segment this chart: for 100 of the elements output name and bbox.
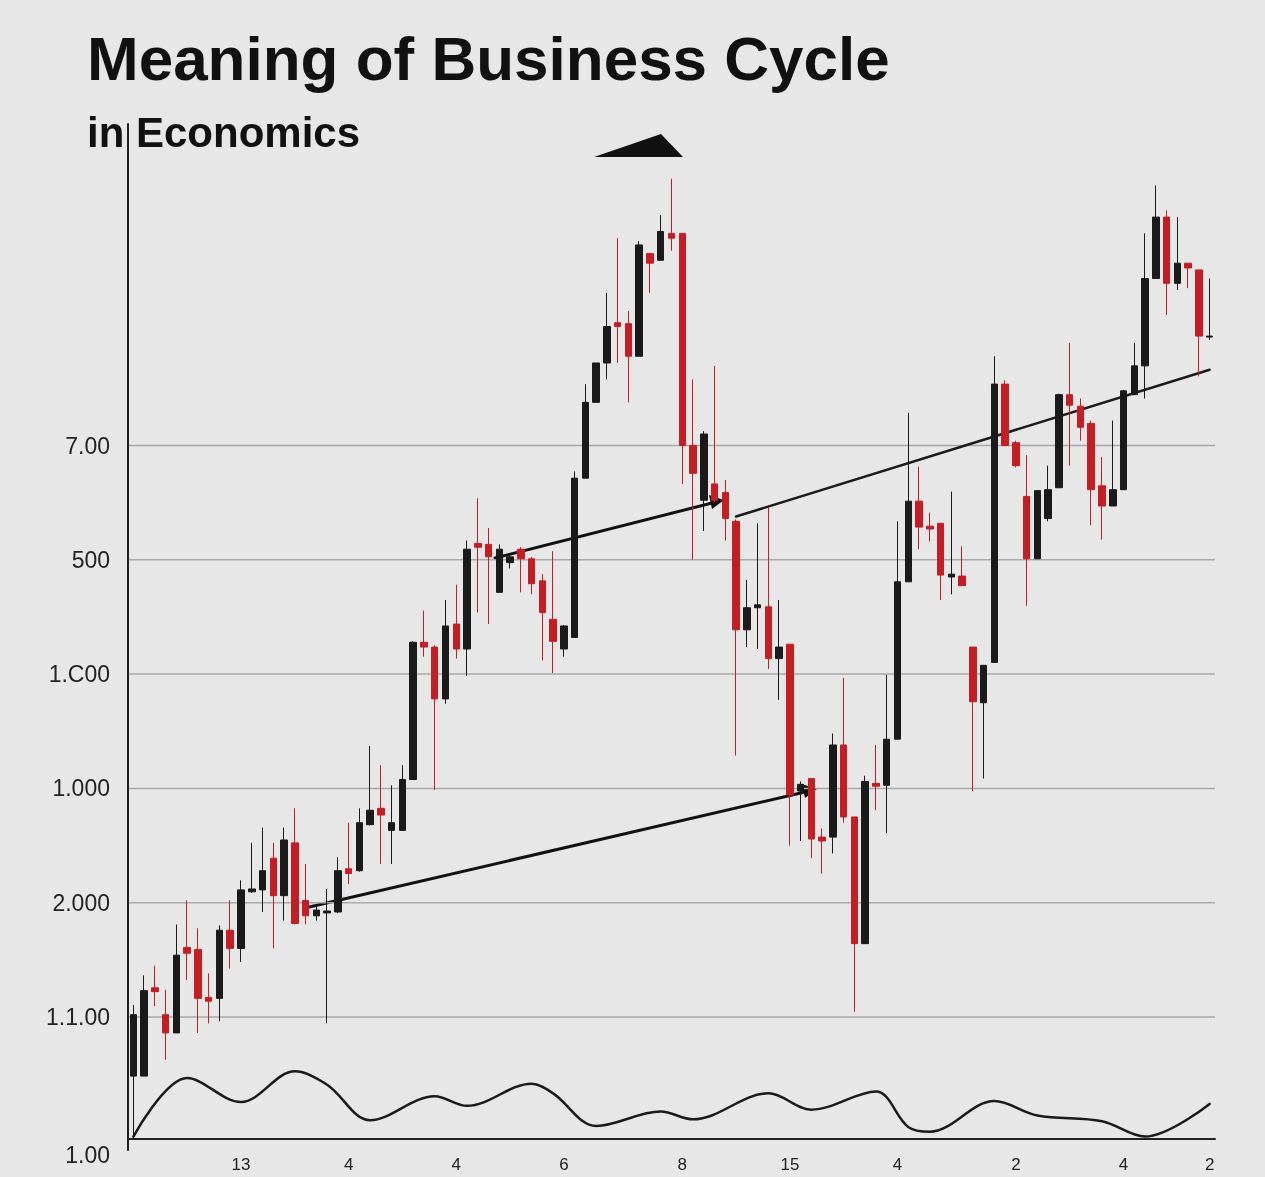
candlestick xyxy=(958,545,966,587)
candlestick xyxy=(635,240,643,357)
candlestick xyxy=(1012,440,1020,469)
candlestick xyxy=(754,522,761,650)
candlestick xyxy=(1044,465,1052,522)
candlestick xyxy=(302,863,309,925)
candlestick xyxy=(775,599,783,701)
candlestick xyxy=(1001,379,1009,447)
candlestick xyxy=(1195,269,1203,377)
candlestick xyxy=(851,816,858,1013)
candlestick xyxy=(668,178,675,252)
candlestick xyxy=(808,778,815,859)
candlestick xyxy=(270,842,277,949)
candlestick xyxy=(818,827,826,875)
text: 2.000 xyxy=(52,889,110,916)
candlestick xyxy=(915,466,923,550)
chart-title: Meaning of Business Cycle xyxy=(87,23,890,93)
candlestick xyxy=(485,527,492,625)
candlestick xyxy=(861,775,869,945)
candlestick xyxy=(453,584,460,660)
x-tick-label: 2 xyxy=(1011,1155,1021,1174)
candlestick xyxy=(549,550,557,674)
candlestick xyxy=(646,253,654,294)
candlestick xyxy=(291,807,299,925)
candlestick xyxy=(883,674,890,834)
candlestick xyxy=(1098,456,1106,541)
candlestick xyxy=(388,784,395,865)
candlestick xyxy=(334,856,342,914)
candlestick xyxy=(173,923,180,1034)
candlestick xyxy=(162,989,169,1061)
candlestick xyxy=(614,237,621,364)
candlestick xyxy=(409,640,417,781)
x-tick-label: 15 xyxy=(780,1155,800,1174)
candlestick xyxy=(872,744,880,811)
text: 1.000 xyxy=(52,775,110,802)
candlestick xyxy=(603,292,611,380)
candlestick xyxy=(592,362,600,403)
candlestick xyxy=(226,899,234,970)
candlestick xyxy=(194,927,202,1034)
candlestick xyxy=(657,214,664,261)
candlestick xyxy=(528,556,535,595)
candlestick xyxy=(420,610,428,658)
candlestick xyxy=(1087,420,1095,526)
candlestick xyxy=(463,540,471,677)
x-tick-label: 2 xyxy=(1204,1155,1215,1174)
text: 1.C00 xyxy=(48,661,110,688)
candlestick xyxy=(840,677,847,824)
candlestick xyxy=(442,599,449,705)
candlestick xyxy=(399,764,406,831)
candlestick xyxy=(517,546,525,593)
candlestick xyxy=(216,924,223,1022)
candlestick xyxy=(377,764,385,865)
candlestick xyxy=(625,310,632,403)
text: 1.1.00 xyxy=(46,1004,110,1030)
candlestick xyxy=(539,573,546,662)
text: 1.00 xyxy=(65,1142,110,1168)
candlestick xyxy=(582,383,589,479)
candlestick xyxy=(765,506,772,670)
candlestick xyxy=(431,644,438,791)
chart-subtitle: in Economics xyxy=(87,108,361,156)
candlestick xyxy=(506,552,514,569)
candlestick xyxy=(1109,420,1117,507)
candlestick xyxy=(1066,342,1073,467)
candlestick xyxy=(496,543,503,593)
candlestick xyxy=(1184,262,1192,289)
candlestick xyxy=(980,664,987,780)
candlestick xyxy=(323,888,331,1024)
candlestick xyxy=(345,822,352,885)
text: 500 xyxy=(71,546,110,573)
candlestick xyxy=(700,430,708,532)
candlestick xyxy=(571,470,578,638)
candlestick xyxy=(205,972,212,1024)
candlestick xyxy=(732,518,740,757)
candlestick xyxy=(786,643,794,847)
candlestick xyxy=(474,497,482,614)
candlestick xyxy=(894,520,901,740)
candlestick xyxy=(937,522,944,601)
candlestick xyxy=(356,807,363,873)
x-tick-label: 4 xyxy=(1118,1155,1129,1174)
candlestick xyxy=(151,965,159,1007)
candlestick xyxy=(1034,490,1041,560)
candlestick xyxy=(1152,184,1160,280)
candlestick xyxy=(1174,216,1181,291)
x-tick-label: 4 xyxy=(451,1155,461,1174)
candlestick xyxy=(829,732,837,854)
candlestick xyxy=(183,899,191,981)
x-tick-label: 8 xyxy=(677,1155,687,1174)
candlestick xyxy=(1206,278,1213,341)
x-tick-label: 6 xyxy=(559,1155,569,1174)
candlestick xyxy=(1163,209,1170,316)
candlestick xyxy=(689,378,697,561)
x-tick-label: 4 xyxy=(343,1155,354,1174)
candlestick xyxy=(1077,398,1084,442)
candlestick xyxy=(280,827,288,922)
candlestick xyxy=(948,491,955,595)
x-tick-label: 13 xyxy=(231,1155,251,1174)
candlestick xyxy=(366,745,374,827)
candlestick xyxy=(722,479,729,542)
candlestick xyxy=(1055,393,1063,489)
x-tick-label: 4 xyxy=(892,1155,903,1174)
